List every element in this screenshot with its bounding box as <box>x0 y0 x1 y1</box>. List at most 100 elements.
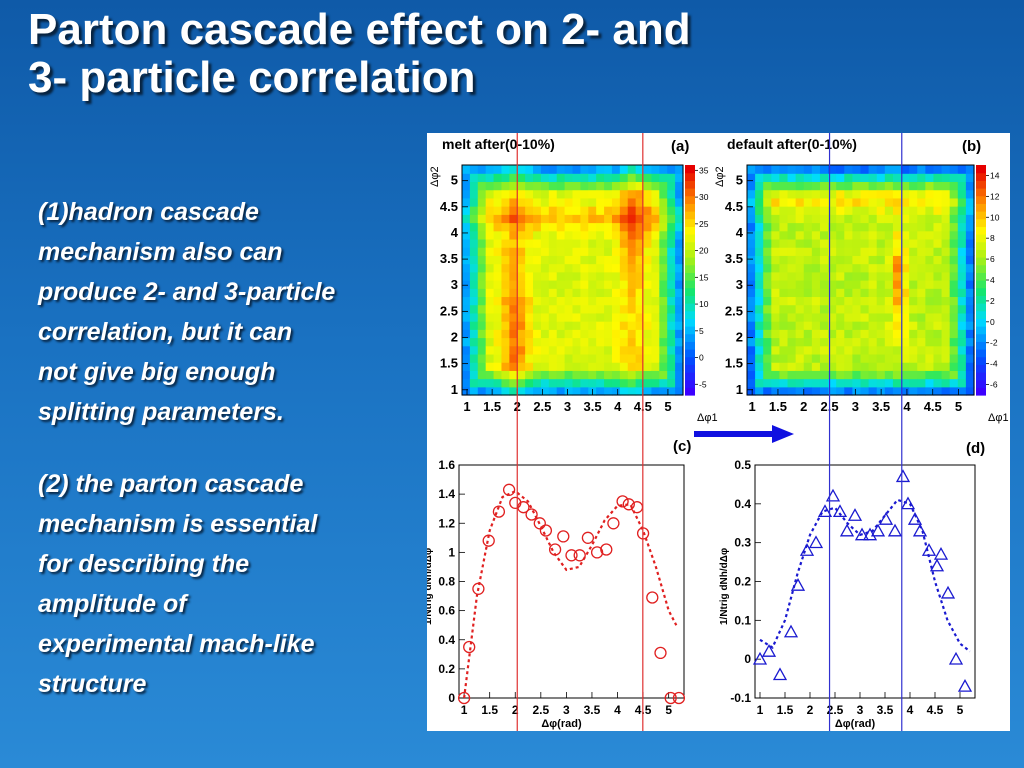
heatmap-cell <box>659 247 668 256</box>
heatmap-cell <box>659 255 668 265</box>
heatmap-cell <box>635 362 645 371</box>
heatmap-cell <box>469 362 479 371</box>
heatmap-cell <box>901 337 910 347</box>
x-tick-label: 2.5 <box>533 399 551 414</box>
heatmap-cell <box>588 197 597 207</box>
heatmap-cell <box>540 329 550 339</box>
x-tick-label: 1 <box>757 703 764 717</box>
y-tick-label: 0.2 <box>438 662 455 676</box>
heatmap-cell <box>860 312 870 322</box>
heatmap-cell <box>525 370 534 380</box>
heatmap-cell <box>611 255 621 265</box>
heatmap-cell <box>747 280 756 289</box>
data-point <box>616 495 629 508</box>
heatmap-cell <box>795 222 805 232</box>
heatmap-cell <box>755 296 764 306</box>
heatmap-cell <box>779 378 789 388</box>
heatmap-cell <box>485 280 495 289</box>
heatmap-cell <box>836 312 845 322</box>
heatmap-cell <box>564 329 574 339</box>
y-tick-label: 1 <box>448 545 455 559</box>
heatmap-cell <box>965 206 975 215</box>
y-tick-label: 1.6 <box>438 458 455 472</box>
heatmap-cell <box>876 271 886 281</box>
heatmap-cell <box>540 288 550 298</box>
heatmap-cell <box>795 197 805 207</box>
heatmap-cell <box>852 378 862 388</box>
heatmap-cell <box>892 296 902 306</box>
heatmap-cell <box>533 230 542 240</box>
heatmap-cell <box>611 337 621 347</box>
heatmap-cell <box>580 271 589 281</box>
panel-title: melt after(0-10%) <box>442 136 555 152</box>
heatmap-cell <box>667 206 676 215</box>
heatmap-cell <box>779 263 789 273</box>
heatmap-cell <box>675 280 684 289</box>
heatmap-cell <box>844 337 853 347</box>
heatmap-cell <box>533 280 542 289</box>
heatmap-cell <box>501 222 510 232</box>
heatmap-cell <box>836 370 845 380</box>
heatmap-cell <box>485 238 495 248</box>
heatmap-cell <box>627 247 637 256</box>
heatmap-cell <box>462 165 471 174</box>
y-tick-label: 2 <box>736 330 743 345</box>
heatmap-cell <box>803 247 813 256</box>
data-point <box>607 517 620 530</box>
heatmap-cell <box>540 173 550 183</box>
heatmap-cell <box>836 362 845 371</box>
heatmap-cell <box>763 165 772 174</box>
heatmap-cell <box>659 370 668 380</box>
heatmap-cell <box>675 304 684 314</box>
heatmap-cell <box>803 353 813 363</box>
heatmap-cell <box>643 378 653 388</box>
heatmap-cell <box>836 296 845 306</box>
heatmap-cell <box>901 304 910 314</box>
heatmap-cell <box>876 370 886 380</box>
heatmap-cell <box>819 222 829 232</box>
heatmap-cell <box>755 370 764 380</box>
heatmap-cell <box>580 189 589 199</box>
colorbar-cell <box>976 326 986 335</box>
heatmap-cell <box>548 247 558 256</box>
heatmap-cell <box>852 312 862 322</box>
heatmap-cell <box>619 165 629 174</box>
heatmap-cell <box>933 222 943 232</box>
heatmap-cell <box>548 378 558 388</box>
heatmap-cell <box>828 280 837 289</box>
heatmap-cell <box>787 280 797 289</box>
y-tick-label: 4.5 <box>440 199 458 214</box>
heatmap-cell <box>771 386 781 396</box>
heatmap-cell <box>884 378 894 388</box>
heatmap-cell <box>892 271 902 281</box>
heatmap-cell <box>917 238 926 248</box>
colorbar-cell <box>685 241 695 250</box>
heatmap-cell <box>868 189 878 199</box>
heatmap-cell <box>548 304 558 314</box>
heatmap-cell <box>803 362 813 371</box>
para2-line: experimental mach-like <box>38 630 315 658</box>
heatmap-cell <box>659 362 668 371</box>
heatmap-cell <box>819 321 829 330</box>
heatmap-cell <box>556 206 566 215</box>
heatmap-cell <box>965 238 975 248</box>
heatmap-cell <box>779 370 789 380</box>
y-tick-label: 0 <box>744 652 751 666</box>
heatmap-cell <box>604 247 613 256</box>
heatmap-cell <box>747 206 756 215</box>
heatmap-cell <box>540 165 550 174</box>
x-tick-label: 5 <box>955 399 962 414</box>
heatmap-cell <box>901 189 910 199</box>
heatmap-cell <box>533 321 542 330</box>
heatmap-cell <box>844 370 853 380</box>
heatmap-cell <box>844 353 853 363</box>
heatmap-cell <box>485 312 495 322</box>
heatmap-cell <box>604 280 613 289</box>
heatmap-cell <box>611 370 621 380</box>
heatmap-cell <box>763 362 772 371</box>
heatmap-cell <box>525 304 534 314</box>
heatmap-cell <box>868 230 878 240</box>
heatmap-cell <box>469 378 479 388</box>
heatmap-cell <box>509 288 518 298</box>
heatmap-cell <box>462 280 471 289</box>
